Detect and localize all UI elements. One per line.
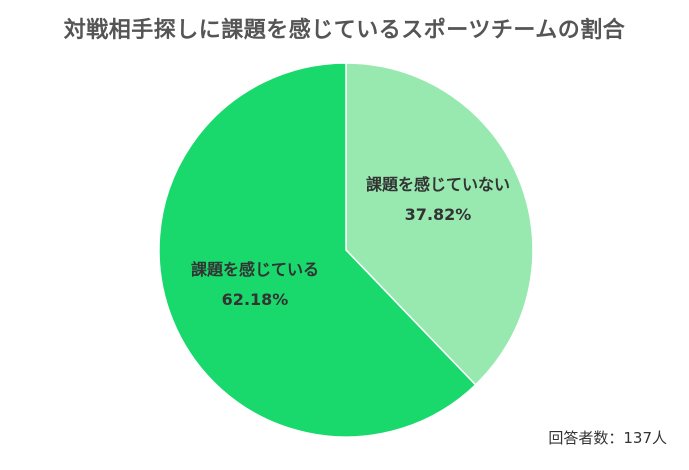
pie-slices: [158, 62, 534, 438]
pie-labels: 課題を感じていない 37.82% 課題を感じている 62.18%: [191, 175, 510, 309]
pie-slice-1: [345, 62, 534, 386]
slice-value-1: 37.82%: [405, 205, 472, 224]
chart-title: 対戦相手探しに課題を感じているスポーツチームの割合: [63, 18, 626, 43]
slice-label-1: 課題を感じていない: [366, 175, 510, 194]
slice-label-2: 課題を感じている: [191, 260, 319, 279]
respondent-count: 回答者数：137人: [548, 429, 667, 447]
pie-slice-2: [158, 62, 477, 438]
slice-value-2: 62.18%: [222, 290, 289, 309]
